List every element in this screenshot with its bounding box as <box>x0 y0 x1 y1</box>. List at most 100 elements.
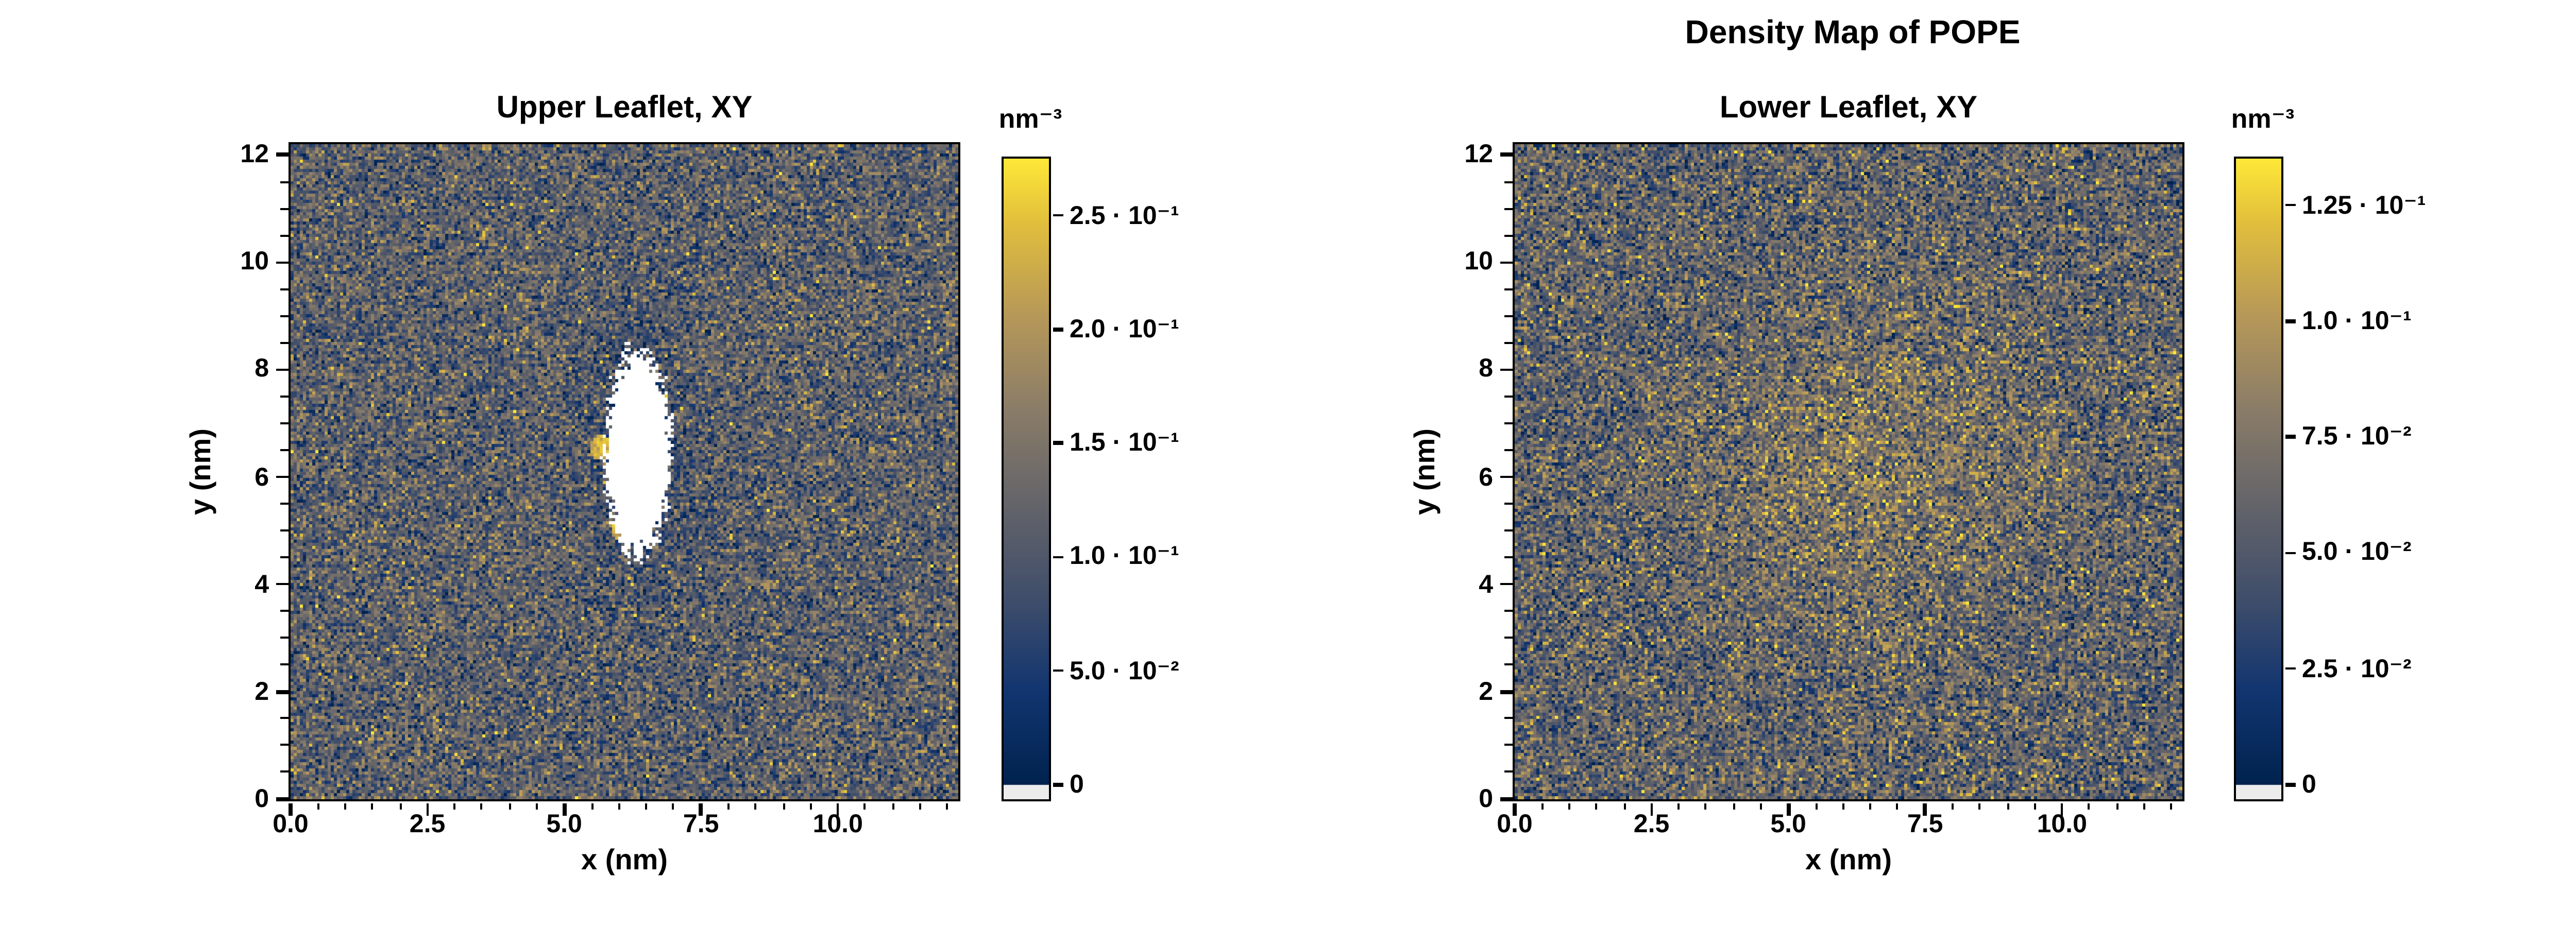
y-tick <box>275 690 287 694</box>
y-tick <box>275 368 287 371</box>
y-tick <box>1499 690 1512 694</box>
x-minor-tick <box>727 802 730 810</box>
x-tick <box>426 802 429 815</box>
y-minor-tick <box>280 503 287 505</box>
y-minor-tick <box>280 396 287 398</box>
x-minor-tick <box>1815 802 1817 810</box>
y-minor-tick <box>280 341 287 344</box>
colorbar-tick <box>2284 319 2295 323</box>
y-tick <box>1499 582 1512 586</box>
y-minor-tick <box>1504 396 1512 398</box>
y-minor-tick <box>1504 556 1512 559</box>
x-minor-tick <box>1951 802 1954 810</box>
x-tick-label: 2.5 <box>409 810 446 838</box>
y-minor-tick <box>1504 637 1512 640</box>
y-minor-tick <box>280 422 287 425</box>
x-minor-tick <box>645 802 648 810</box>
x-minor-tick <box>672 802 675 810</box>
x-tick <box>289 802 292 815</box>
y-minor-tick <box>280 610 287 613</box>
y-minor-tick <box>280 664 287 666</box>
y-minor-tick <box>280 208 287 210</box>
x-minor-tick <box>754 802 757 810</box>
x-minor-tick <box>536 802 538 810</box>
x-tick-label: 7.5 <box>1907 810 1943 838</box>
colorbar-tick-label: 1.0 · 10⁻¹ <box>1070 542 1179 571</box>
heatmap-canvas <box>290 143 957 798</box>
x-minor-tick <box>1596 802 1598 810</box>
y-minor-tick <box>1504 341 1512 344</box>
colorbar-tick <box>1052 441 1062 445</box>
y-minor-tick <box>280 717 287 720</box>
colorbar-tick-label: 1.5 · 10⁻¹ <box>1070 428 1179 457</box>
y-minor-tick <box>280 771 287 774</box>
x-tick-label: 10.0 <box>2037 810 2087 838</box>
x-minor-tick <box>2115 802 2118 810</box>
y-tick <box>275 582 287 586</box>
x-minor-tick <box>453 802 456 810</box>
y-minor-tick <box>1504 234 1512 237</box>
y-tick-label: 8 <box>255 354 269 384</box>
x-minor-tick <box>1705 802 1707 810</box>
colorbar-tick <box>1052 555 1062 559</box>
colorbar-tick <box>2284 551 2295 555</box>
colorbar-canvas <box>1003 158 1048 798</box>
x-minor-tick <box>399 802 401 810</box>
panel-title: Upper Leaflet, XY <box>496 91 753 126</box>
figure-title: Density Map of POPE <box>1685 16 2021 52</box>
x-minor-tick <box>508 802 511 810</box>
colorbar-tick-label: 0 <box>1070 770 1084 799</box>
x-tick-label: 0.0 <box>1497 810 1533 838</box>
y-minor-tick <box>1504 422 1512 425</box>
x-tick <box>1787 802 1790 815</box>
x-minor-tick <box>2143 802 2145 810</box>
y-minor-tick <box>280 234 287 237</box>
y-tick-label: 0 <box>1479 784 1493 813</box>
y-tick-label: 12 <box>1464 140 1493 169</box>
colorbar-tick-label: 5.0 · 10⁻² <box>1070 656 1179 685</box>
x-tick <box>836 802 840 815</box>
y-minor-tick <box>1504 315 1512 317</box>
y-minor-tick <box>1504 529 1512 532</box>
heatmap-plot-area <box>1512 141 2183 800</box>
y-tick <box>1499 261 1512 264</box>
y-tick <box>1499 475 1512 479</box>
y-minor-tick <box>1504 610 1512 613</box>
x-minor-tick <box>1896 802 1899 810</box>
x-axis-label: x (nm) <box>1805 843 1892 876</box>
x-minor-tick <box>344 802 347 810</box>
y-tick-label: 2 <box>1479 677 1493 706</box>
y-tick-label: 10 <box>1464 247 1493 277</box>
colorbar-canvas <box>2235 158 2280 798</box>
x-minor-tick <box>317 802 319 810</box>
y-tick-label: 10 <box>240 247 269 277</box>
colorbar-tick-label: 1.0 · 10⁻¹ <box>2302 306 2412 335</box>
x-minor-tick <box>1760 802 1762 810</box>
y-tick <box>1499 798 1512 801</box>
x-minor-tick <box>2006 802 2009 810</box>
x-minor-tick <box>946 802 948 810</box>
y-minor-tick <box>1504 288 1512 290</box>
x-minor-tick <box>2088 802 2091 810</box>
y-tick <box>275 798 287 801</box>
y-minor-tick <box>1504 180 1512 183</box>
y-tick-label: 0 <box>255 784 269 813</box>
x-tick-label: 5.0 <box>1770 810 1806 838</box>
y-tick-label: 12 <box>240 140 269 169</box>
colorbar-tick <box>1052 669 1062 673</box>
colorbar-unit-label: nm⁻³ <box>998 103 1062 134</box>
x-tick <box>699 802 703 815</box>
x-minor-tick <box>1568 802 1571 810</box>
x-minor-tick <box>618 802 620 810</box>
y-minor-tick <box>1504 744 1512 747</box>
x-minor-tick <box>919 802 921 810</box>
colorbar-tick-label: 7.5 · 10⁻² <box>2302 422 2412 451</box>
y-minor-tick <box>280 449 287 452</box>
y-tick-label: 8 <box>1479 354 1493 384</box>
y-minor-tick <box>280 180 287 183</box>
y-minor-tick <box>280 556 287 559</box>
x-tick <box>2060 802 2064 815</box>
colorbar-tick-label: 0 <box>2302 770 2316 799</box>
